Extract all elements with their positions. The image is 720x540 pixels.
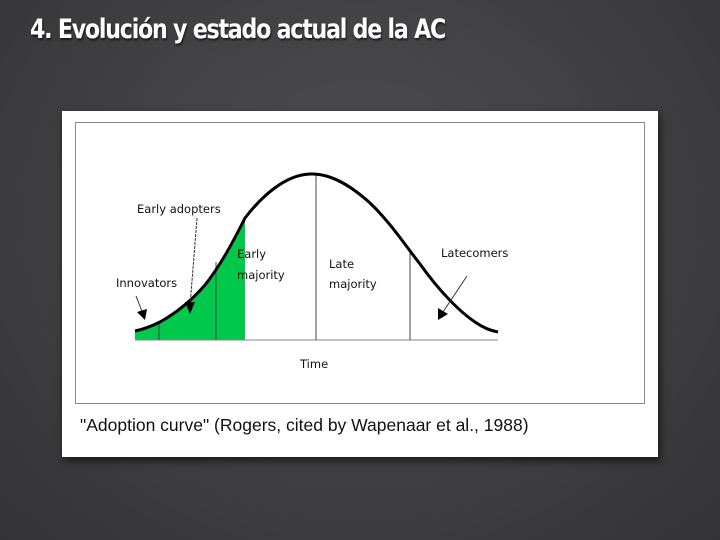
arrow-head-early-adopters xyxy=(185,302,195,314)
label-early-majority-2: majority xyxy=(237,268,285,282)
adoption-curve-diagram: Early adopters Innovators Early majority… xyxy=(116,172,508,371)
label-innovators: Innovators xyxy=(116,276,177,290)
x-axis-label: Time xyxy=(299,357,328,371)
arrow-head-innovators xyxy=(137,309,147,320)
slide-title: 4. Evolución y estado actual de la AC xyxy=(30,14,446,45)
bell-curve xyxy=(134,172,499,334)
figure-caption: "Adoption curve" (Rogers, cited by Wapen… xyxy=(80,415,529,435)
adoption-curve-figure: Early adopters Innovators Early majority… xyxy=(62,111,658,457)
arrow-early-adopters xyxy=(189,217,198,307)
arrow-latecomers xyxy=(442,275,468,313)
figure-frame xyxy=(75,122,645,404)
label-early-majority-1: Early xyxy=(237,247,266,261)
label-early-adopters: Early adopters xyxy=(137,202,221,216)
arrow-head-latecomers xyxy=(438,308,448,320)
label-late-majority-2: majority xyxy=(329,277,377,291)
label-late-majority-1: Late xyxy=(329,257,354,271)
label-latecomers: Latecomers xyxy=(441,246,508,260)
adopted-area xyxy=(135,218,245,340)
